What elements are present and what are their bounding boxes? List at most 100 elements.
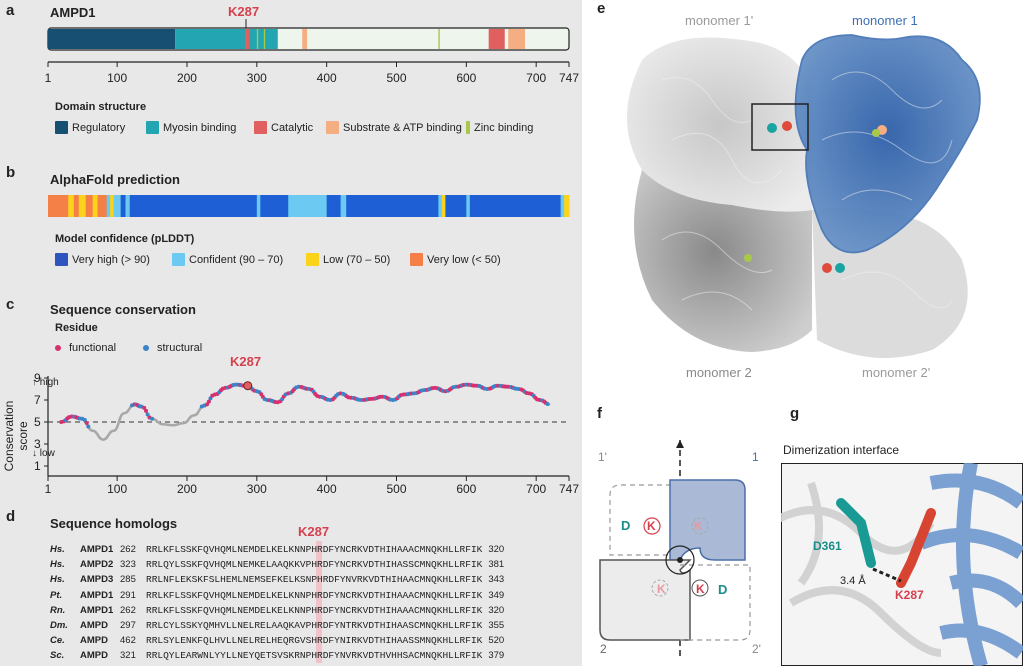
- conservation-point: [144, 408, 149, 413]
- f-k-1p: K: [694, 519, 703, 533]
- k287-stick-e: [782, 121, 792, 131]
- legend-substrate-atp: Substrate & ATP binding: [326, 121, 462, 134]
- structure-ribbons: [661, 71, 953, 311]
- domain-tick-label: 600: [456, 71, 477, 85]
- homolog-gene: AMPD1: [80, 589, 114, 601]
- homolog-sequence: RRLCYLSSKYQMHVLLNELRELAAQKAVPHRDFYNTRKVD…: [146, 620, 483, 631]
- homolog-end: 355: [488, 620, 505, 631]
- legend-regulatory: Regulatory: [55, 121, 125, 134]
- f-d-2p: D: [718, 582, 728, 597]
- conservation-point: [145, 412, 150, 417]
- plddt-segment: [129, 195, 258, 217]
- homolog-end: 320: [488, 604, 505, 616]
- conservation-point: [150, 416, 155, 421]
- high-label: ↑ high: [32, 377, 59, 388]
- homolog-sequence: RRLSYLENKFQLHVLLNELRELHEQRGVSHRDFYNIRKVD…: [146, 635, 483, 647]
- homolog-start: 321: [120, 650, 136, 662]
- plddt-segment: [326, 195, 342, 217]
- substrate-segment-1: [302, 29, 308, 49]
- homolog-row: Pt. AMPD1 291 RRLKFLSSKFQVHQMLNEMDELKELKNNP…: [50, 590, 504, 601]
- plddt-segment: [68, 195, 75, 217]
- homolog-row: Ce. AMPD 462 RRLSYLENKFQLHVLLNELRELHEQRGVSH…: [50, 635, 504, 646]
- plddt-segment: [340, 195, 347, 217]
- plddt-segment: [469, 195, 562, 217]
- left-panel-background: [0, 0, 582, 666]
- f-k-2p: K: [696, 582, 705, 596]
- conservation-point: [84, 420, 89, 425]
- quadrant-2p: [680, 564, 751, 641]
- k287-marker-label-d: K287: [298, 524, 330, 539]
- residue-legend-title: Residue: [55, 322, 98, 334]
- homolog-gene: AMPD: [80, 635, 108, 647]
- homolog-row: Rn. AMPD1 262 RRLKFLSSKFQVHQMLNEMDELKELKNNP…: [50, 605, 504, 616]
- panel-d-label: d: [6, 508, 16, 525]
- quadrant-2: [599, 559, 692, 641]
- zinc-1: [872, 129, 880, 137]
- quadrant-1p-label: 1': [598, 450, 607, 464]
- domain-tick-label: 1: [44, 71, 52, 85]
- homolog-end: 520: [488, 635, 505, 647]
- plddt-segment: [113, 195, 122, 217]
- homolog-start: 297: [120, 620, 136, 631]
- conservation-xtick-label: 100: [107, 482, 128, 496]
- quadrant-1p: [609, 484, 680, 556]
- homolog-end: 349: [488, 589, 505, 601]
- legend-confident: Confident (90 – 70): [172, 253, 283, 266]
- panel-f-label: f: [597, 405, 602, 422]
- zinc-segment-1: [256, 29, 259, 49]
- homolog-species: Sc.: [50, 650, 65, 662]
- homolog-species: Pt.: [50, 589, 63, 601]
- homolog-gene: AMPD: [80, 650, 108, 662]
- monomer-1p-label: monomer 1': [685, 13, 754, 28]
- domain-tick-label: 500: [386, 71, 407, 85]
- homolog-end: 381: [488, 559, 505, 571]
- homolog-gene: AMPD1: [80, 604, 114, 616]
- plddt-segment: [106, 195, 111, 217]
- homolog-row: Hs. AMPD1 262 RRLKFLSSKFQVHQMLNEMDELKELKNNP…: [50, 544, 504, 555]
- homolog-start: 262: [120, 544, 136, 555]
- interface-closeup-image: [781, 463, 1023, 666]
- k-circle-2p: [691, 579, 709, 597]
- monomer-1-label: monomer 1: [852, 13, 918, 28]
- conservation-point: [86, 424, 91, 429]
- alphafold-bar: [48, 195, 570, 217]
- panel-g-label: g: [790, 405, 800, 422]
- conservation-xtick-label: 747: [558, 482, 580, 496]
- homologs-title: Sequence homologs: [50, 516, 178, 531]
- legend-structural: structural: [143, 342, 202, 354]
- k287-stick-e2: [822, 263, 832, 273]
- domain-tick-label: 747: [558, 71, 580, 85]
- homolog-species: Rn.: [50, 604, 66, 616]
- k287-label-g: K287: [895, 588, 924, 602]
- plddt-segment: [445, 195, 467, 217]
- catalytic-segment-2: [488, 29, 505, 49]
- panel-a-label: a: [6, 2, 15, 19]
- legend-catalytic: Catalytic: [254, 121, 313, 134]
- monomer-1p-shape: [627, 37, 812, 212]
- plddt-segment: [85, 195, 94, 217]
- monomer-2p-label: monomer 2': [862, 365, 931, 380]
- domain-tick-label: 100: [107, 71, 128, 85]
- homolog-sequence: RRLNFLEKSKFSLHEMLNEMSEFKELKSNPHRDFYNVRKV…: [146, 574, 483, 586]
- f-k-2: K: [657, 582, 666, 596]
- homolog-species: Hs.: [50, 574, 65, 586]
- conservation-ylabel: Conservation score: [2, 400, 30, 472]
- homolog-start: 462: [120, 635, 136, 647]
- d361-stick-e: [767, 123, 777, 133]
- plddt-segment: [466, 195, 471, 217]
- rotation-circle: [665, 545, 695, 575]
- plddt-segment: [346, 195, 439, 217]
- plddt-segment: [288, 195, 328, 217]
- conservation-ylabel-wrap: Conservation score: [2, 378, 30, 488]
- plddt-segment: [438, 195, 443, 217]
- d361-stick-e2: [835, 263, 845, 273]
- homolog-sequence: RRLKFLSSKFQVHQMLNEMDELKELKNNPHRDFYNCRKVD…: [146, 544, 483, 555]
- zinc-segment-3: [438, 29, 440, 49]
- homolog-row: Dm. AMPD 297 RRLCYLSSKYQMHVLLNELRELAAQKAVPH…: [50, 620, 504, 631]
- homolog-start: 262: [120, 604, 136, 616]
- d361-stick: [836, 498, 876, 568]
- homolog-row: Hs. AMPD3 285 RRLNFLEKSKFSLHEMLNEMSEFKELKSN…: [50, 574, 504, 585]
- domain-tick-label: 700: [526, 71, 547, 85]
- monomer-2-shape: [634, 170, 812, 352]
- conservation-title: Sequence conservation: [50, 302, 196, 317]
